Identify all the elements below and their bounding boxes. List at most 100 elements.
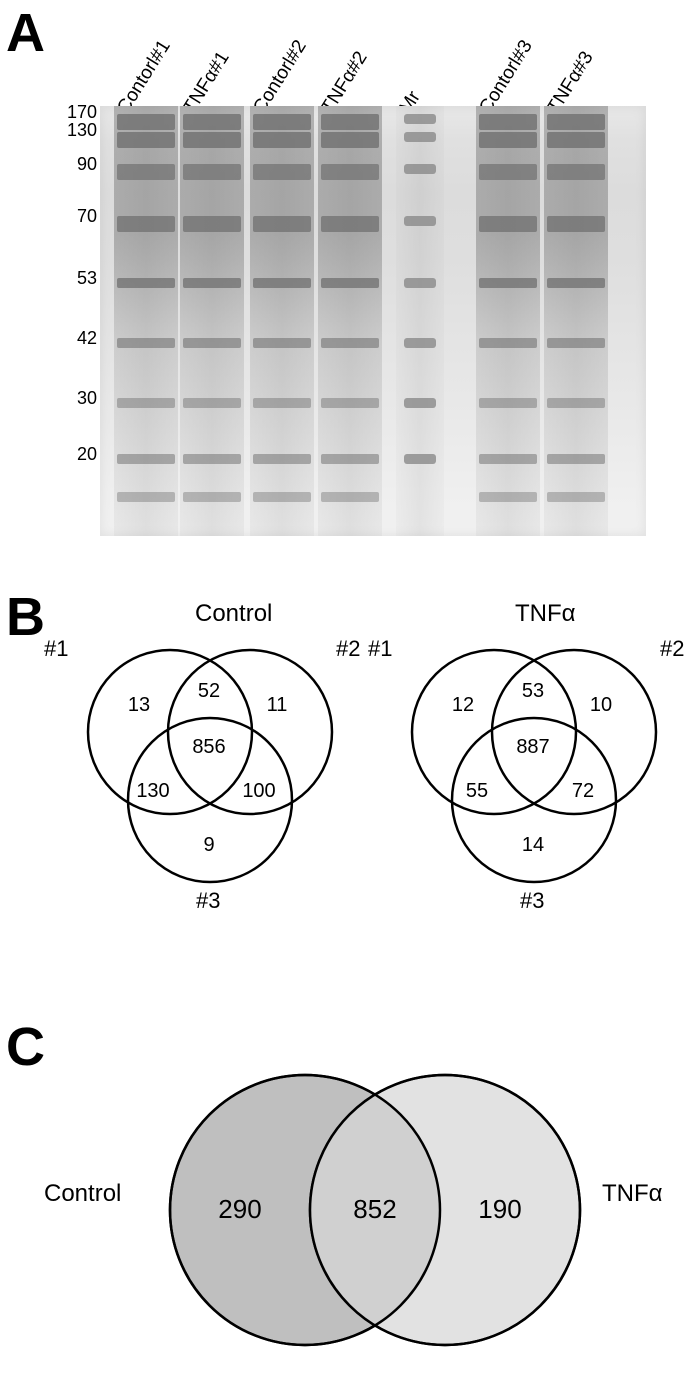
protein-band: [253, 114, 311, 130]
protein-band: [321, 278, 379, 288]
protein-band: [321, 454, 379, 464]
protein-band: [117, 454, 175, 464]
protein-band: [321, 114, 379, 130]
venn-ctl-only3: 9: [184, 834, 234, 857]
protein-band: [479, 492, 537, 502]
protein-band: [547, 114, 605, 130]
venn-tnf-12: 53: [508, 680, 558, 703]
mw-marker-label: 53: [37, 268, 97, 289]
protein-band: [183, 492, 241, 502]
marker-band: [404, 114, 436, 124]
marker-band: [404, 132, 436, 142]
venn-tnf-only3: 14: [508, 834, 558, 857]
marker-band: [404, 278, 436, 288]
protein-band: [183, 132, 241, 148]
protein-band: [117, 164, 175, 180]
marker-band: [404, 338, 436, 348]
protein-band: [183, 114, 241, 130]
protein-band: [117, 338, 175, 348]
venn-ctl-12: 52: [184, 680, 234, 703]
protein-band: [253, 132, 311, 148]
venn-tnf-only1: 12: [438, 694, 488, 717]
protein-band: [479, 216, 537, 232]
venn-ctl-123: 856: [184, 736, 234, 759]
venn-ctl-23: 100: [234, 780, 284, 803]
protein-band: [253, 216, 311, 232]
marker-band: [404, 454, 436, 464]
marker-band: [404, 216, 436, 226]
mw-marker-label: 42: [37, 328, 97, 349]
protein-band: [183, 454, 241, 464]
protein-band: [321, 398, 379, 408]
protein-band: [479, 278, 537, 288]
protein-band: [183, 338, 241, 348]
protein-band: [253, 454, 311, 464]
protein-band: [117, 398, 175, 408]
panel-a-label: A: [6, 6, 45, 60]
protein-band: [253, 278, 311, 288]
protein-band: [253, 398, 311, 408]
protein-band: [547, 454, 605, 464]
venn-ctl-13: 130: [128, 780, 178, 803]
protein-band: [321, 164, 379, 180]
marker-band: [404, 164, 436, 174]
venn-tnf-13: 55: [452, 780, 502, 803]
protein-band: [183, 164, 241, 180]
protein-band: [117, 492, 175, 502]
venn-control-set1: #1: [44, 636, 68, 662]
venn-control-title: Control: [195, 600, 272, 628]
mw-marker-label: 30: [37, 388, 97, 409]
venn-tnf-title: TNFα: [515, 600, 576, 628]
mw-marker-label: 70: [37, 206, 97, 227]
protein-band: [547, 164, 605, 180]
venn-control-set3: #3: [196, 888, 220, 914]
protein-band: [183, 278, 241, 288]
gel-image: [100, 106, 646, 536]
protein-band: [479, 454, 537, 464]
mw-marker-label: 130: [37, 120, 97, 141]
venn-tnf-set1: #1: [368, 636, 392, 662]
protein-band: [479, 398, 537, 408]
protein-band: [253, 492, 311, 502]
protein-band: [479, 114, 537, 130]
panel-b-label: B: [6, 590, 45, 644]
protein-band: [183, 398, 241, 408]
venn2-intersection: 852: [335, 1194, 415, 1225]
protein-band: [253, 164, 311, 180]
venn-tnf-123: 887: [508, 736, 558, 759]
protein-band: [547, 132, 605, 148]
protein-band: [547, 278, 605, 288]
marker-band: [404, 398, 436, 408]
venn-tnf-set2: #2: [660, 636, 684, 662]
protein-band: [547, 338, 605, 348]
venn-tnf-23: 72: [558, 780, 608, 803]
protein-band: [547, 398, 605, 408]
venn-ctl-only1: 13: [114, 694, 164, 717]
venn-ctl-only2: 11: [252, 694, 302, 717]
venn-tnf-set3: #3: [520, 888, 544, 914]
protein-band: [321, 338, 379, 348]
protein-band: [321, 216, 379, 232]
protein-band: [479, 132, 537, 148]
venn-control-set2: #2: [336, 636, 360, 662]
venn2-tnf-label: TNFα: [602, 1180, 663, 1208]
protein-band: [479, 338, 537, 348]
venn2-only-control: 290: [200, 1194, 280, 1225]
venn2-control-label: Control: [44, 1180, 121, 1208]
protein-band: [117, 114, 175, 130]
venn2-only-tnf: 190: [460, 1194, 540, 1225]
protein-band: [117, 132, 175, 148]
mw-marker-label: 90: [37, 154, 97, 175]
panel-c-label: C: [6, 1020, 45, 1074]
protein-band: [253, 338, 311, 348]
protein-band: [479, 164, 537, 180]
protein-band: [117, 278, 175, 288]
mw-marker-label: 20: [37, 444, 97, 465]
protein-band: [117, 216, 175, 232]
protein-band: [183, 216, 241, 232]
protein-band: [547, 216, 605, 232]
protein-band: [321, 492, 379, 502]
protein-band: [321, 132, 379, 148]
venn-tnf-only2: 10: [576, 694, 626, 717]
protein-band: [547, 492, 605, 502]
